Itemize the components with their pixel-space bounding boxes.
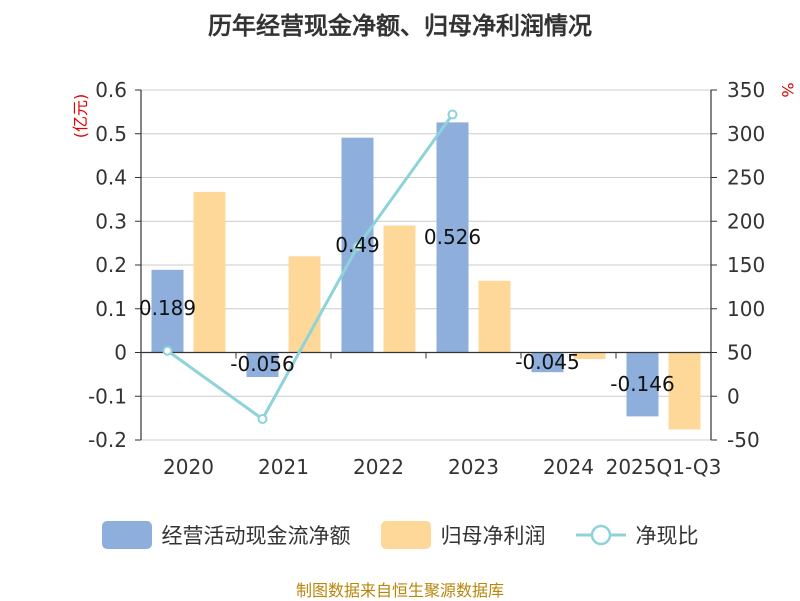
x-tick-label: 2023 — [448, 455, 499, 479]
legend-item-cash[interactable]: 经营活动现金流净额 — [101, 520, 351, 550]
y-right-tick-label: -50 — [727, 428, 760, 452]
y-right-tick-label: 50 — [727, 341, 752, 365]
bar-series — [151, 122, 701, 430]
data-label-cash: 0.189 — [139, 296, 196, 320]
legend-label-profit: 归母净利润 — [440, 524, 546, 548]
bar-cash — [531, 352, 564, 373]
bar-profit — [573, 352, 606, 360]
line-point — [447, 109, 458, 120]
axes: 0.6 0.5 0.4 0.3 0.2 0.1 0 -0.1 -0.2 350 300 250 200 1… — [71, 78, 797, 479]
y-left-tick-label: 0.4 — [95, 166, 127, 190]
data-label-cash: -0.146 — [610, 372, 674, 396]
y-left-tick-label: 0.2 — [95, 253, 127, 277]
y-left-tick-label: 0.1 — [95, 297, 127, 321]
y-left-unit-label: (亿元) — [71, 94, 90, 139]
line-point — [162, 345, 173, 356]
bar-profit — [193, 191, 226, 353]
x-tick-label: 2022 — [353, 455, 404, 479]
y-right-tick-label: 0 — [727, 384, 740, 408]
data-label-cash: -0.045 — [515, 350, 579, 374]
legend-line-marker-icon — [575, 524, 626, 546]
y-right-tick-label: 250 — [727, 166, 765, 190]
legend-label-cash: 经营活动现金流净额 — [161, 524, 351, 548]
line-series — [162, 109, 458, 424]
bar-profit — [288, 256, 321, 353]
y-left-tick-label: 0.5 — [95, 122, 127, 146]
y-right-tick-label: 300 — [727, 122, 765, 146]
y-right-tick-label: 100 — [727, 297, 765, 321]
bar-cash — [151, 269, 184, 353]
legend-item-profit[interactable]: 归母净利润 — [380, 520, 546, 550]
y-left-tick-label: 0.3 — [95, 209, 127, 233]
legend-swatch-profit — [380, 521, 431, 549]
legend-item-ratio[interactable]: 净现比 — [575, 520, 699, 550]
y-left-tick-label: -0.2 — [88, 428, 127, 452]
y-left-tick-label: 0.6 — [95, 78, 127, 102]
y-left-tick-label: -0.1 — [88, 384, 127, 408]
y-right-unit-label: % — [778, 82, 797, 97]
bar-cash — [626, 352, 659, 417]
data-label-cash: -0.056 — [230, 352, 294, 376]
source-footer: 制图数据来自恒生聚源数据库 — [295, 581, 504, 600]
y-right-tick-label: 350 — [727, 78, 765, 102]
line-point — [257, 414, 268, 424]
bar-profit — [383, 225, 416, 353]
legend-label-ratio: 净现比 — [635, 524, 699, 548]
bar-cash — [436, 122, 469, 353]
data-labels: 0.189 -0.056 0.49 0.526 -0.045 -0.146 — [139, 225, 675, 396]
bar-cash — [246, 352, 279, 377]
y-left-tick-label: 0 — [114, 341, 127, 365]
bar-profit — [478, 280, 511, 353]
x-tick-label: 2021 — [258, 455, 309, 479]
line-ratio — [166, 113, 454, 422]
chart-title: 历年经营现金净额、归母净利润情况 — [208, 12, 592, 40]
line-point — [352, 241, 363, 252]
legend-swatch-cash — [101, 521, 152, 549]
x-tick-label: 2020 — [163, 455, 214, 479]
x-tick-label: 2025Q1-Q3 — [606, 455, 722, 479]
chart-area: 0.6 0.5 0.4 0.3 0.2 0.1 0 -0.1 -0.2 350 300 250 200 1… — [71, 78, 797, 479]
y-right-tick-label: 150 — [727, 253, 765, 277]
legend: 经营活动现金流净额 归母净利润 净现比 — [0, 518, 800, 552]
bar-profit — [668, 352, 701, 430]
data-label-cash: 0.49 — [335, 233, 380, 257]
x-tick-label: 2024 — [543, 455, 594, 479]
y-right-tick-label: 200 — [727, 209, 765, 233]
data-label-cash: 0.526 — [424, 225, 481, 249]
